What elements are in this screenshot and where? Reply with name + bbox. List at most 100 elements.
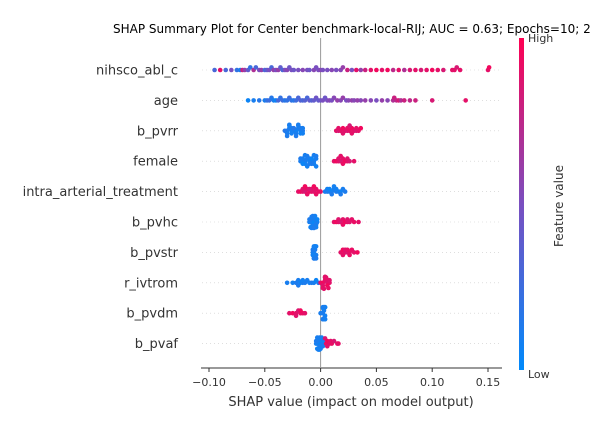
shap-point xyxy=(309,156,314,161)
shap-point xyxy=(326,285,331,291)
shap-point xyxy=(374,98,379,103)
shap-point xyxy=(424,67,429,73)
x-tick-label: 0.00 xyxy=(308,376,333,389)
shap-point xyxy=(311,184,317,189)
shap-point xyxy=(333,67,339,73)
shap-point xyxy=(300,67,306,73)
shap-point xyxy=(338,191,343,197)
shap-point xyxy=(327,186,332,192)
x-tick-label: 0.15 xyxy=(476,376,501,389)
shap-point xyxy=(390,67,396,73)
feature-label: r_ivtrom xyxy=(124,276,178,291)
shap-point xyxy=(284,280,290,286)
shap-point xyxy=(396,67,402,73)
x-tick-label: 0.10 xyxy=(420,376,445,389)
colorbar xyxy=(519,38,524,370)
x-tick-label: −0.05 xyxy=(248,376,282,389)
shap-point xyxy=(336,217,341,222)
shap-point xyxy=(313,191,319,197)
shap-point xyxy=(345,247,350,253)
shap-point xyxy=(256,98,262,103)
chart-title: SHAP Summary Plot for Center benchmark-l… xyxy=(113,22,591,36)
shap-point xyxy=(351,158,357,164)
shap-point xyxy=(302,184,308,189)
shap-point xyxy=(290,280,296,286)
shap-point xyxy=(379,98,385,103)
shap-point xyxy=(349,131,355,136)
shap-point xyxy=(338,153,343,159)
shap-point xyxy=(325,343,330,349)
shap-point xyxy=(331,338,337,344)
shap-point xyxy=(354,125,359,131)
shap-point xyxy=(223,67,229,73)
shap-point xyxy=(291,67,297,73)
feature-label: b_pvstr xyxy=(130,246,179,261)
shap-point xyxy=(340,222,346,227)
shap-point xyxy=(429,67,435,73)
shap-point xyxy=(463,98,468,103)
shap-point xyxy=(300,125,306,131)
colorbar-title: Feature value xyxy=(552,165,566,247)
shap-point xyxy=(329,191,335,197)
feature-label: intra_arterial_treatment xyxy=(23,185,178,200)
shap-point xyxy=(336,125,341,131)
shap-point xyxy=(290,310,296,316)
shap-point xyxy=(354,67,359,73)
shap-point xyxy=(304,191,310,197)
shap-point xyxy=(329,67,335,73)
shap-point xyxy=(340,161,346,167)
shap-point xyxy=(340,131,346,136)
shap-point xyxy=(293,133,299,139)
shap-point xyxy=(295,122,301,128)
shap-point xyxy=(328,338,333,344)
shap-point xyxy=(345,67,350,73)
shap-point xyxy=(312,256,318,261)
shap-point xyxy=(355,98,360,103)
shap-point xyxy=(335,98,340,103)
colorbar-low-label: Low xyxy=(528,368,550,381)
shap-point xyxy=(314,335,320,340)
shap-point xyxy=(300,131,306,136)
feature-label: b_pvhc xyxy=(132,216,178,231)
shap-point xyxy=(302,310,308,316)
shap-point xyxy=(298,308,303,313)
shap-point xyxy=(413,67,418,73)
shap-point xyxy=(342,189,348,194)
shap-point xyxy=(379,67,385,73)
shap-point xyxy=(300,277,306,283)
shap-point xyxy=(311,152,317,158)
shap-point xyxy=(362,67,368,73)
x-tick-label: 0.05 xyxy=(364,376,389,389)
shap-point xyxy=(336,341,341,346)
shap-point xyxy=(385,67,390,73)
shap-point xyxy=(486,65,492,70)
shap-point xyxy=(385,98,390,103)
shap-point xyxy=(295,283,301,288)
feature-label: age xyxy=(154,94,178,109)
shap-point xyxy=(358,125,364,131)
shap-point xyxy=(351,98,357,103)
x-tick-label: −0.10 xyxy=(192,376,226,389)
x-axis-label: SHAP value (impact on model output) xyxy=(228,395,473,410)
shap-point xyxy=(358,98,364,103)
shap-point xyxy=(287,122,292,128)
shap-point xyxy=(212,67,217,73)
shap-point xyxy=(358,67,364,73)
shap-point xyxy=(351,219,357,225)
shap-point xyxy=(374,67,379,73)
shap-point xyxy=(355,250,360,255)
shap-point xyxy=(317,347,322,352)
shap-point xyxy=(259,67,264,73)
shap-point xyxy=(295,67,301,73)
shap-point xyxy=(362,98,368,103)
shap-point xyxy=(331,184,337,189)
shap-point xyxy=(322,316,328,322)
shap-point xyxy=(331,95,337,101)
shap-point xyxy=(289,131,294,136)
shap-point xyxy=(314,217,320,222)
shap-point xyxy=(402,98,407,103)
shap-point xyxy=(247,65,253,70)
shap-point xyxy=(340,252,346,258)
